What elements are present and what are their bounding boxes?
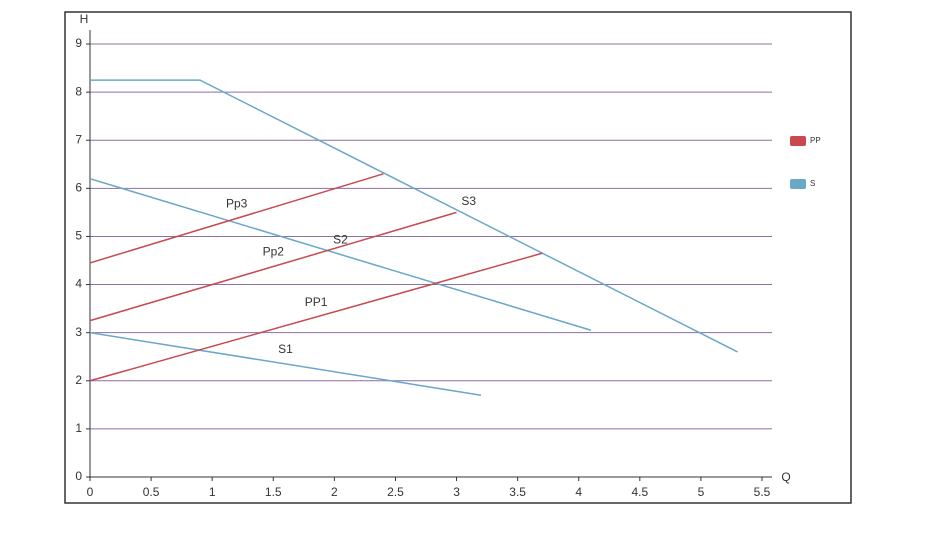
series-line: [90, 79, 738, 353]
series-label: Pp3: [226, 197, 248, 211]
series-line: [89, 252, 543, 382]
x-tick-label: 2: [331, 485, 338, 499]
chart-frame: [64, 11, 852, 504]
series-label: S3: [461, 194, 476, 208]
y-tick-label: 4: [75, 277, 82, 291]
legend-label: PP: [810, 136, 821, 145]
x-tick-label: 0: [87, 485, 94, 499]
x-tick-label: 3.5: [509, 485, 526, 499]
x-tick-label: 1: [209, 485, 216, 499]
y-tick-label: 5: [75, 229, 82, 243]
x-tick-label: 3: [453, 485, 460, 499]
y-tick-label: 1: [75, 421, 82, 435]
x-tick-label: 1.5: [265, 485, 282, 499]
legend-swatch: [790, 179, 806, 189]
y-axis-label: H: [80, 12, 89, 26]
series-line: [89, 173, 384, 264]
x-tick-label: 2.5: [387, 485, 404, 499]
series-label: PP1: [305, 295, 328, 309]
series-label: S2: [333, 233, 348, 247]
x-axis-label: Q: [781, 470, 790, 484]
x-tick-label: 4.5: [631, 485, 648, 499]
y-tick-label: 6: [75, 181, 82, 195]
series-line: [89, 331, 482, 396]
y-tick-label: 2: [75, 373, 82, 387]
x-tick-label: 0.5: [143, 485, 160, 499]
y-tick-label: 8: [75, 84, 82, 98]
y-tick-label: 7: [75, 132, 82, 146]
series-label: S1: [278, 342, 293, 356]
y-tick-label: 0: [75, 469, 82, 483]
y-tick-label: 3: [75, 325, 82, 339]
y-tick-label: 9: [75, 36, 82, 50]
x-tick-label: 4: [575, 485, 582, 499]
x-tick-label: 5.5: [754, 485, 771, 499]
series-label: Pp2: [263, 245, 285, 259]
legend-swatch: [790, 136, 806, 146]
series-line: [89, 211, 457, 322]
x-tick-label: 5: [698, 485, 705, 499]
legend-label: S: [810, 179, 815, 188]
series-line: [89, 177, 592, 331]
